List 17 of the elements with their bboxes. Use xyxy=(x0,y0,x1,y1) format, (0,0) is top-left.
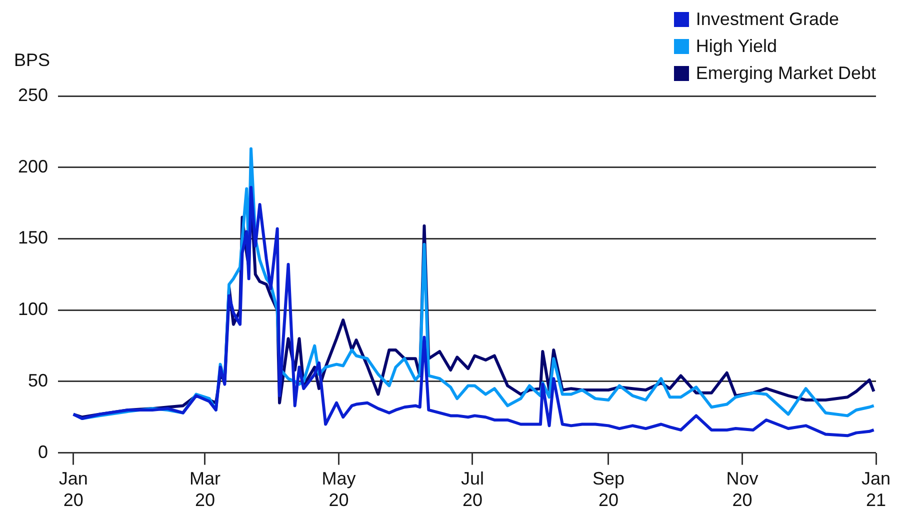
y-tick-label: 200 xyxy=(18,156,48,176)
y-axis-title: BPS xyxy=(14,50,50,71)
y-tick-label: 250 xyxy=(18,84,48,105)
x-tick-label: May 20 xyxy=(322,468,356,510)
legend-label: Investment Grade xyxy=(696,9,839,30)
x-tick-label: Jan 21 xyxy=(861,468,891,510)
x-tick-label: Jan 20 xyxy=(58,468,88,510)
x-tick-label: Mar 20 xyxy=(189,468,220,510)
y-tick-label: 100 xyxy=(18,299,48,320)
legend-label: Emerging Market Debt xyxy=(696,63,876,84)
x-tick-label: Nov 20 xyxy=(726,468,758,510)
y-tick-label: 150 xyxy=(18,228,48,248)
y-tick-label: 50 xyxy=(28,370,48,390)
legend-label: High Yield xyxy=(696,36,777,57)
y-tick-label: 0 xyxy=(38,442,48,462)
x-tick-label: Sep 20 xyxy=(592,468,624,510)
x-tick-label: Jul 20 xyxy=(460,468,484,510)
